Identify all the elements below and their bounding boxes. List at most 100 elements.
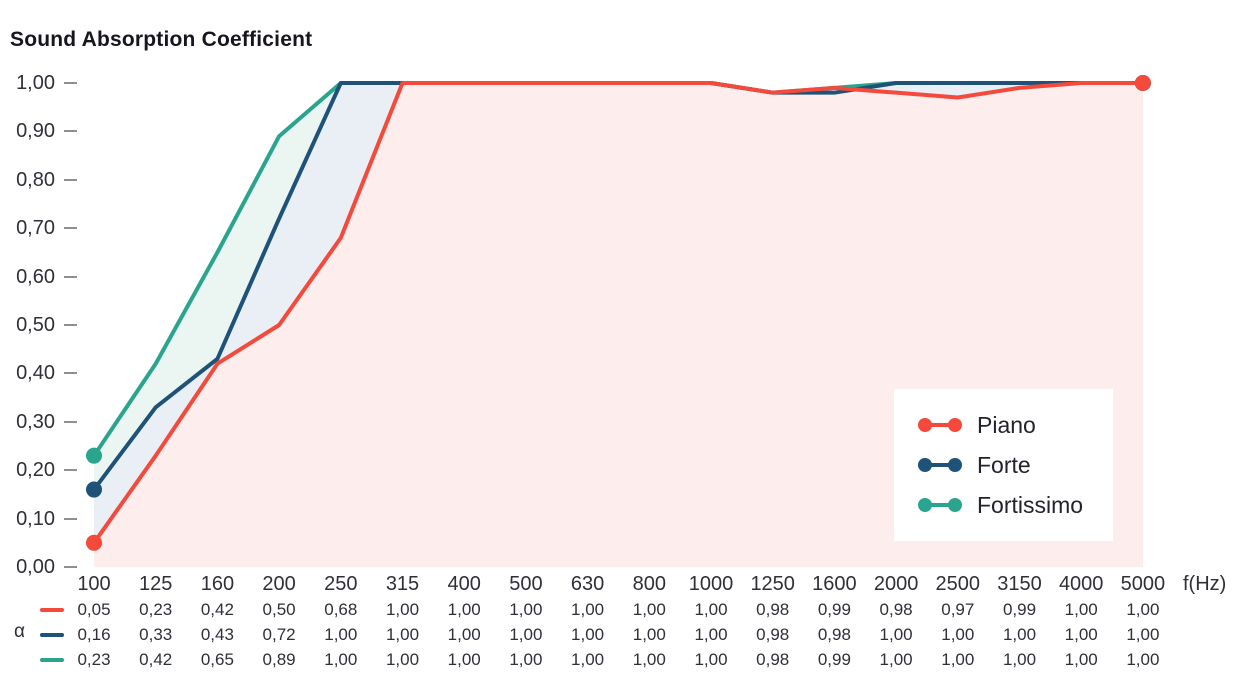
table-value-fortissimo: 1,00 xyxy=(324,650,358,669)
table-value-piano: 1,00 xyxy=(385,600,420,619)
x-axis-label: 315 xyxy=(385,573,420,595)
piano-line-marker-icon xyxy=(918,418,962,432)
table-value-forte: 1,00 xyxy=(509,625,543,644)
series-point-fortissimo-100 xyxy=(86,447,102,464)
legend-label-fortissimo: Fortissimo xyxy=(977,491,1084,518)
y-axis-tick xyxy=(64,566,77,568)
table-value-fortissimo: 0,42 xyxy=(139,650,173,669)
alpha-axis-label: α xyxy=(14,621,25,642)
table-value-fortissimo: 0,99 xyxy=(817,650,851,669)
x-axis-label: 1600 xyxy=(812,573,857,595)
series-point-forte-100 xyxy=(86,481,102,498)
x-axis-label: 500 xyxy=(509,573,543,595)
table-value-fortissimo: 0,23 xyxy=(77,650,111,669)
table-value-piano: 0,50 xyxy=(262,600,296,619)
table-value-forte: 1,00 xyxy=(1126,625,1160,644)
table-value-fortissimo: 1,00 xyxy=(1064,650,1098,669)
table-row-marker-forte xyxy=(40,633,64,637)
legend-item-piano[interactable]: Piano xyxy=(917,412,1113,439)
x-axis-label: 200 xyxy=(262,573,296,595)
y-axis-label: 0,50 xyxy=(16,314,55,336)
table-value-piano: 0,42 xyxy=(200,600,234,619)
table-value-piano: 0,98 xyxy=(879,600,913,619)
y-axis-label: 0,80 xyxy=(16,168,55,191)
legend-item-fortissimo[interactable]: Fortissimo xyxy=(917,492,1113,519)
table-value-fortissimo: 0,65 xyxy=(200,650,234,669)
table-value-forte: 1,00 xyxy=(571,625,605,644)
table-value-fortissimo: 1,00 xyxy=(509,650,543,669)
legend-label-piano: Piano xyxy=(977,411,1036,438)
table-value-forte: 1,00 xyxy=(694,625,728,644)
table-value-fortissimo: 1,00 xyxy=(694,650,728,669)
series-point-piano-100 xyxy=(86,534,102,551)
y-axis-tick xyxy=(64,82,77,84)
series-point-piano-5000 xyxy=(1134,75,1151,91)
y-axis-tick xyxy=(64,372,77,375)
table-value-fortissimo: 1,00 xyxy=(632,650,666,669)
y-axis-label: 0,40 xyxy=(16,362,55,385)
table-value-fortissimo: 1,00 xyxy=(941,650,975,669)
y-axis-tick xyxy=(64,178,77,181)
table-value-piano: 1,00 xyxy=(632,600,666,619)
y-axis-tick xyxy=(64,517,77,520)
y-axis-label: 0,60 xyxy=(16,265,55,288)
table-value-piano: 0,97 xyxy=(941,600,975,619)
x-axis-label: 630 xyxy=(570,573,605,595)
y-axis-tick xyxy=(64,420,77,423)
table-value-piano: 0,68 xyxy=(324,600,358,619)
table-row-marker-fortissimo xyxy=(40,658,64,662)
y-axis-label: 0,20 xyxy=(16,459,55,482)
table-value-forte: 0,43 xyxy=(200,625,234,644)
table-value-fortissimo: 1,00 xyxy=(879,650,913,669)
legend: Piano Forte Fortissimo xyxy=(894,389,1113,541)
legend-label-forte: Forte xyxy=(977,451,1031,478)
table-value-fortissimo: 1,00 xyxy=(1002,650,1037,669)
x-axis-label: 125 xyxy=(139,573,173,595)
x-axis-label: 400 xyxy=(447,573,481,595)
y-axis-label: 0,30 xyxy=(16,410,55,433)
table-value-piano: 1,00 xyxy=(694,600,728,619)
table-value-forte: 0,98 xyxy=(817,625,851,644)
table-value-fortissimo: 1,00 xyxy=(447,650,481,669)
table-value-piano: 0,23 xyxy=(139,600,173,619)
table-value-forte: 0,16 xyxy=(77,625,111,644)
table-value-forte: 1,00 xyxy=(324,625,358,644)
x-axis-label: 2500 xyxy=(935,573,981,595)
table-value-forte: 0,98 xyxy=(756,625,790,644)
y-axis-tick xyxy=(64,130,77,133)
table-value-fortissimo: 0,89 xyxy=(262,650,296,669)
y-axis-label: 0,10 xyxy=(16,507,55,530)
table-value-piano: 0,99 xyxy=(1002,600,1037,619)
y-axis-tick xyxy=(64,469,77,472)
x-axis-label: 4000 xyxy=(1058,573,1104,595)
table-value-fortissimo: 0,98 xyxy=(756,650,790,669)
table-value-forte: 1,00 xyxy=(447,625,481,644)
x-axis-label: 2000 xyxy=(873,573,919,595)
y-axis-label: 1,00 xyxy=(16,72,55,94)
y-axis-tick xyxy=(64,275,77,278)
x-axis-label: 800 xyxy=(632,573,666,595)
table-value-piano: 0,99 xyxy=(817,600,851,619)
x-axis-label: 1000 xyxy=(688,573,734,595)
table-value-fortissimo: 1,00 xyxy=(1126,650,1160,669)
table-value-piano: 1,00 xyxy=(1064,600,1098,619)
y-axis-tick xyxy=(64,324,77,326)
table-value-forte: 1,00 xyxy=(385,625,420,644)
y-axis-label: 0,90 xyxy=(16,120,55,143)
legend-item-forte[interactable]: Forte xyxy=(917,452,1113,479)
table-value-forte: 1,00 xyxy=(879,625,913,644)
table-value-piano: 0,98 xyxy=(756,600,790,619)
table-row-marker-piano xyxy=(40,608,64,612)
table-value-fortissimo: 1,00 xyxy=(385,650,420,669)
table-value-piano: 1,00 xyxy=(447,600,481,619)
x-axis-unit-label: f(Hz) xyxy=(1183,573,1227,595)
forte-line-marker-icon xyxy=(918,458,962,472)
table-value-forte: 1,00 xyxy=(1002,625,1037,644)
table-value-forte: 1,00 xyxy=(941,625,975,644)
table-value-forte: 1,00 xyxy=(1064,625,1098,644)
table-value-fortissimo: 1,00 xyxy=(571,650,605,669)
table-value-piano: 1,00 xyxy=(1126,600,1160,619)
table-value-piano: 1,00 xyxy=(509,600,543,619)
x-axis-label: 3150 xyxy=(997,573,1042,595)
